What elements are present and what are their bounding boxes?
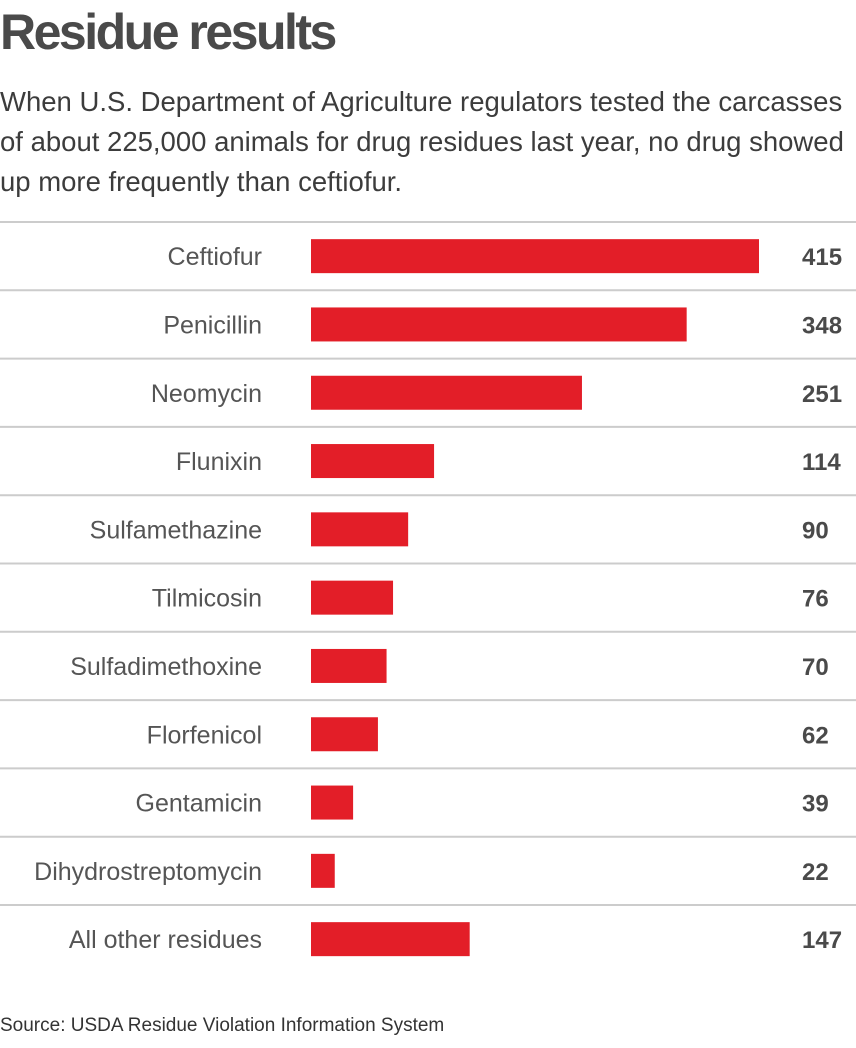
bar (311, 307, 687, 342)
bar (311, 717, 378, 752)
bar (311, 785, 354, 820)
category-label: Dihydrostreptomycin (34, 858, 262, 886)
bar (311, 239, 759, 274)
category-label: Sulfamethazine (90, 516, 262, 544)
category-label: Ceftiofur (168, 243, 262, 271)
value-label: 22 (802, 859, 829, 886)
category-label: Flunixin (176, 448, 262, 476)
chart-title: Residue results (0, 4, 337, 60)
value-label: 415 (802, 244, 842, 271)
bar (311, 444, 435, 479)
value-label: 70 (802, 654, 829, 681)
bar (311, 375, 582, 410)
bar (311, 853, 335, 888)
category-label: Neomycin (151, 380, 262, 408)
bar-chart: Ceftiofur 415 Penicillin 348 Neomycin 251 Flun… (0, 221, 856, 957)
category-label: All other residues (69, 926, 262, 954)
value-label: 62 (802, 722, 829, 749)
value-label: 147 (802, 927, 842, 954)
chart-subtitle: When U.S. Department of Agriculture regu… (0, 86, 844, 197)
value-label: 114 (802, 449, 841, 476)
bar (311, 922, 470, 957)
bar (311, 512, 409, 547)
value-label: 39 (802, 791, 829, 818)
category-label: Penicillin (163, 311, 262, 339)
source-note: Source: USDA Residue Violation Informati… (0, 1015, 445, 1036)
value-label: 348 (802, 312, 842, 339)
value-label: 76 (802, 586, 829, 613)
value-label: 90 (802, 517, 829, 544)
bar (311, 580, 394, 615)
bar (311, 648, 387, 683)
category-label: Sulfadimethoxine (70, 653, 262, 681)
category-label: Gentamicin (136, 790, 262, 818)
category-label: Florfenicol (147, 721, 262, 749)
category-label: Tilmicosin (152, 585, 262, 613)
value-label: 251 (802, 381, 842, 408)
